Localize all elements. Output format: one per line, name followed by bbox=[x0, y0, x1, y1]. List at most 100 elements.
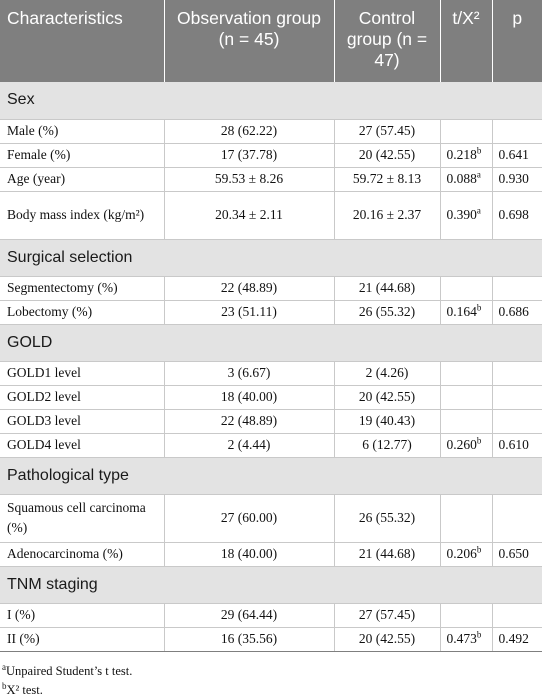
cell-control: 6 (12.77) bbox=[333, 432, 441, 458]
cell-statistic: 0.206b bbox=[439, 541, 493, 567]
header-statistic: t/X² bbox=[440, 0, 493, 82]
table-row: II (%) 16 (35.56) 20 (42.55) 0.473b 0.492 bbox=[0, 626, 542, 652]
section-row: Surgical selection bbox=[0, 239, 542, 277]
table-row: I (%) 29 (64.44) 27 (57.45) bbox=[0, 602, 542, 628]
statistic-value: 0.206 bbox=[446, 546, 477, 561]
table-row: Lobectomy (%) 23 (51.11) 26 (55.32) 0.164b 0… bbox=[0, 299, 542, 325]
section-title: Sex bbox=[0, 82, 542, 120]
cell-p-value bbox=[491, 408, 542, 434]
cell-observation: 3 (6.67) bbox=[163, 360, 335, 386]
cell-p-value: 0.492 bbox=[491, 626, 542, 652]
cell-observation: 27 (60.00) bbox=[163, 493, 335, 543]
section-title: GOLD bbox=[0, 324, 542, 362]
table-row: GOLD2 level 18 (40.00) 20 (42.55) bbox=[0, 384, 542, 410]
table-header: Characteristics Observation group (n = 4… bbox=[0, 0, 542, 82]
cell-p-value: 0.698 bbox=[491, 190, 542, 240]
statistic-value: 0.088 bbox=[446, 171, 477, 186]
cell-control: 20 (42.55) bbox=[333, 142, 441, 168]
cell-label: Male (%) bbox=[0, 118, 165, 144]
cell-label: GOLD3 level bbox=[0, 408, 165, 434]
table-row: Adenocarcinoma (%) 18 (40.00) 21 (44.68) 0.… bbox=[0, 541, 542, 567]
cell-label: Body mass index (kg/m²) bbox=[0, 190, 165, 240]
cell-control: 21 (44.68) bbox=[333, 275, 441, 301]
cell-observation: 18 (40.00) bbox=[163, 541, 335, 567]
footnote-a: aUnpaired Student’s t test. bbox=[0, 662, 542, 681]
cell-observation: 18 (40.00) bbox=[163, 384, 335, 410]
statistic-value: 0.260 bbox=[446, 437, 477, 452]
footnote-a-mark: a bbox=[2, 661, 6, 672]
cell-statistic bbox=[439, 602, 493, 628]
section-row: Sex bbox=[0, 82, 542, 120]
statistic-value: 0.164 bbox=[446, 304, 477, 319]
cell-control: 19 (40.43) bbox=[333, 408, 441, 434]
cell-control: 59.72 ± 8.13 bbox=[333, 166, 441, 192]
statistic-footnote-mark: b bbox=[476, 629, 482, 640]
section-title: TNM staging bbox=[0, 566, 542, 604]
cell-statistic: 0.088a bbox=[439, 166, 493, 192]
statistic-value: 0.218 bbox=[446, 147, 477, 162]
table-row: GOLD1 level 3 (6.67) 2 (4.26) bbox=[0, 360, 542, 386]
cell-control: 27 (57.45) bbox=[333, 118, 441, 144]
statistic-value: 0.473 bbox=[446, 631, 477, 646]
cell-control: 27 (57.45) bbox=[333, 602, 441, 628]
footnote-b: bX² test. bbox=[0, 681, 542, 700]
cell-statistic: 0.218b bbox=[439, 142, 493, 168]
cell-statistic: 0.473b bbox=[439, 626, 493, 652]
cell-label: Squamous cell carcinoma (%) bbox=[0, 493, 165, 543]
cell-observation: 17 (37.78) bbox=[163, 142, 335, 168]
cell-statistic bbox=[439, 384, 493, 410]
header-p-value: p bbox=[492, 0, 542, 82]
characteristics-table: Characteristics Observation group (n = 4… bbox=[0, 0, 542, 652]
cell-control: 26 (55.32) bbox=[333, 493, 441, 543]
table-body: Sex Male (%) 28 (62.22) 27 (57.45) Female (%… bbox=[0, 82, 542, 652]
cell-statistic bbox=[439, 408, 493, 434]
header-control-group: Control group (n = 47) bbox=[334, 0, 441, 82]
cell-observation: 28 (62.22) bbox=[163, 118, 335, 144]
cell-observation: 20.34 ± 2.11 bbox=[163, 190, 335, 240]
cell-label: I (%) bbox=[0, 602, 165, 628]
cell-label: Age (year) bbox=[0, 166, 165, 192]
cell-statistic: 0.164b bbox=[439, 299, 493, 325]
cell-label: II (%) bbox=[0, 626, 165, 652]
cell-p-value bbox=[491, 275, 542, 301]
cell-control: 2 (4.26) bbox=[333, 360, 441, 386]
cell-label: Adenocarcinoma (%) bbox=[0, 541, 165, 567]
table-row: Male (%) 28 (62.22) 27 (57.45) bbox=[0, 118, 542, 144]
cell-statistic: 0.390a bbox=[439, 190, 493, 240]
cell-statistic: 0.260b bbox=[439, 432, 493, 458]
statistic-value: 0.390 bbox=[446, 207, 477, 222]
table-row: GOLD3 level 22 (48.89) 19 (40.43) bbox=[0, 408, 542, 434]
statistic-footnote-mark: b bbox=[476, 302, 482, 313]
cell-observation: 59.53 ± 8.26 bbox=[163, 166, 335, 192]
header-observation-group: Observation group (n = 45) bbox=[164, 0, 335, 82]
section-title: Pathological type bbox=[0, 457, 542, 495]
statistic-footnote-mark: b bbox=[476, 145, 482, 156]
cell-observation: 2 (4.44) bbox=[163, 432, 335, 458]
cell-label: GOLD4 level bbox=[0, 432, 165, 458]
cell-statistic bbox=[439, 118, 493, 144]
cell-label: Segmentectomy (%) bbox=[0, 275, 165, 301]
table-row: Squamous cell carcinoma (%) 27 (60.00) 26 … bbox=[0, 493, 542, 543]
section-row: GOLD bbox=[0, 324, 542, 362]
cell-p-value bbox=[491, 384, 542, 410]
cell-observation: 23 (51.11) bbox=[163, 299, 335, 325]
cell-observation: 22 (48.89) bbox=[163, 275, 335, 301]
header-characteristics: Characteristics bbox=[0, 0, 165, 82]
cell-control: 20 (42.55) bbox=[333, 384, 441, 410]
cell-p-value: 0.610 bbox=[491, 432, 542, 458]
cell-p-value bbox=[491, 360, 542, 386]
section-row: Pathological type bbox=[0, 457, 542, 495]
cell-p-value: 0.641 bbox=[491, 142, 542, 168]
cell-control: 20 (42.55) bbox=[333, 626, 441, 652]
cell-observation: 29 (64.44) bbox=[163, 602, 335, 628]
cell-statistic bbox=[439, 493, 493, 543]
cell-observation: 16 (35.56) bbox=[163, 626, 335, 652]
table-row: Segmentectomy (%) 22 (48.89) 21 (44.68) bbox=[0, 275, 542, 301]
section-title: Surgical selection bbox=[0, 239, 542, 277]
statistic-footnote-mark: b bbox=[476, 544, 482, 555]
cell-control: 26 (55.32) bbox=[333, 299, 441, 325]
table-row: Body mass index (kg/m²) 20.34 ± 2.11 20.16… bbox=[0, 190, 542, 240]
statistic-footnote-mark: b bbox=[476, 435, 482, 446]
footnote-b-text: X² test. bbox=[6, 682, 43, 697]
cell-p-value bbox=[491, 118, 542, 144]
